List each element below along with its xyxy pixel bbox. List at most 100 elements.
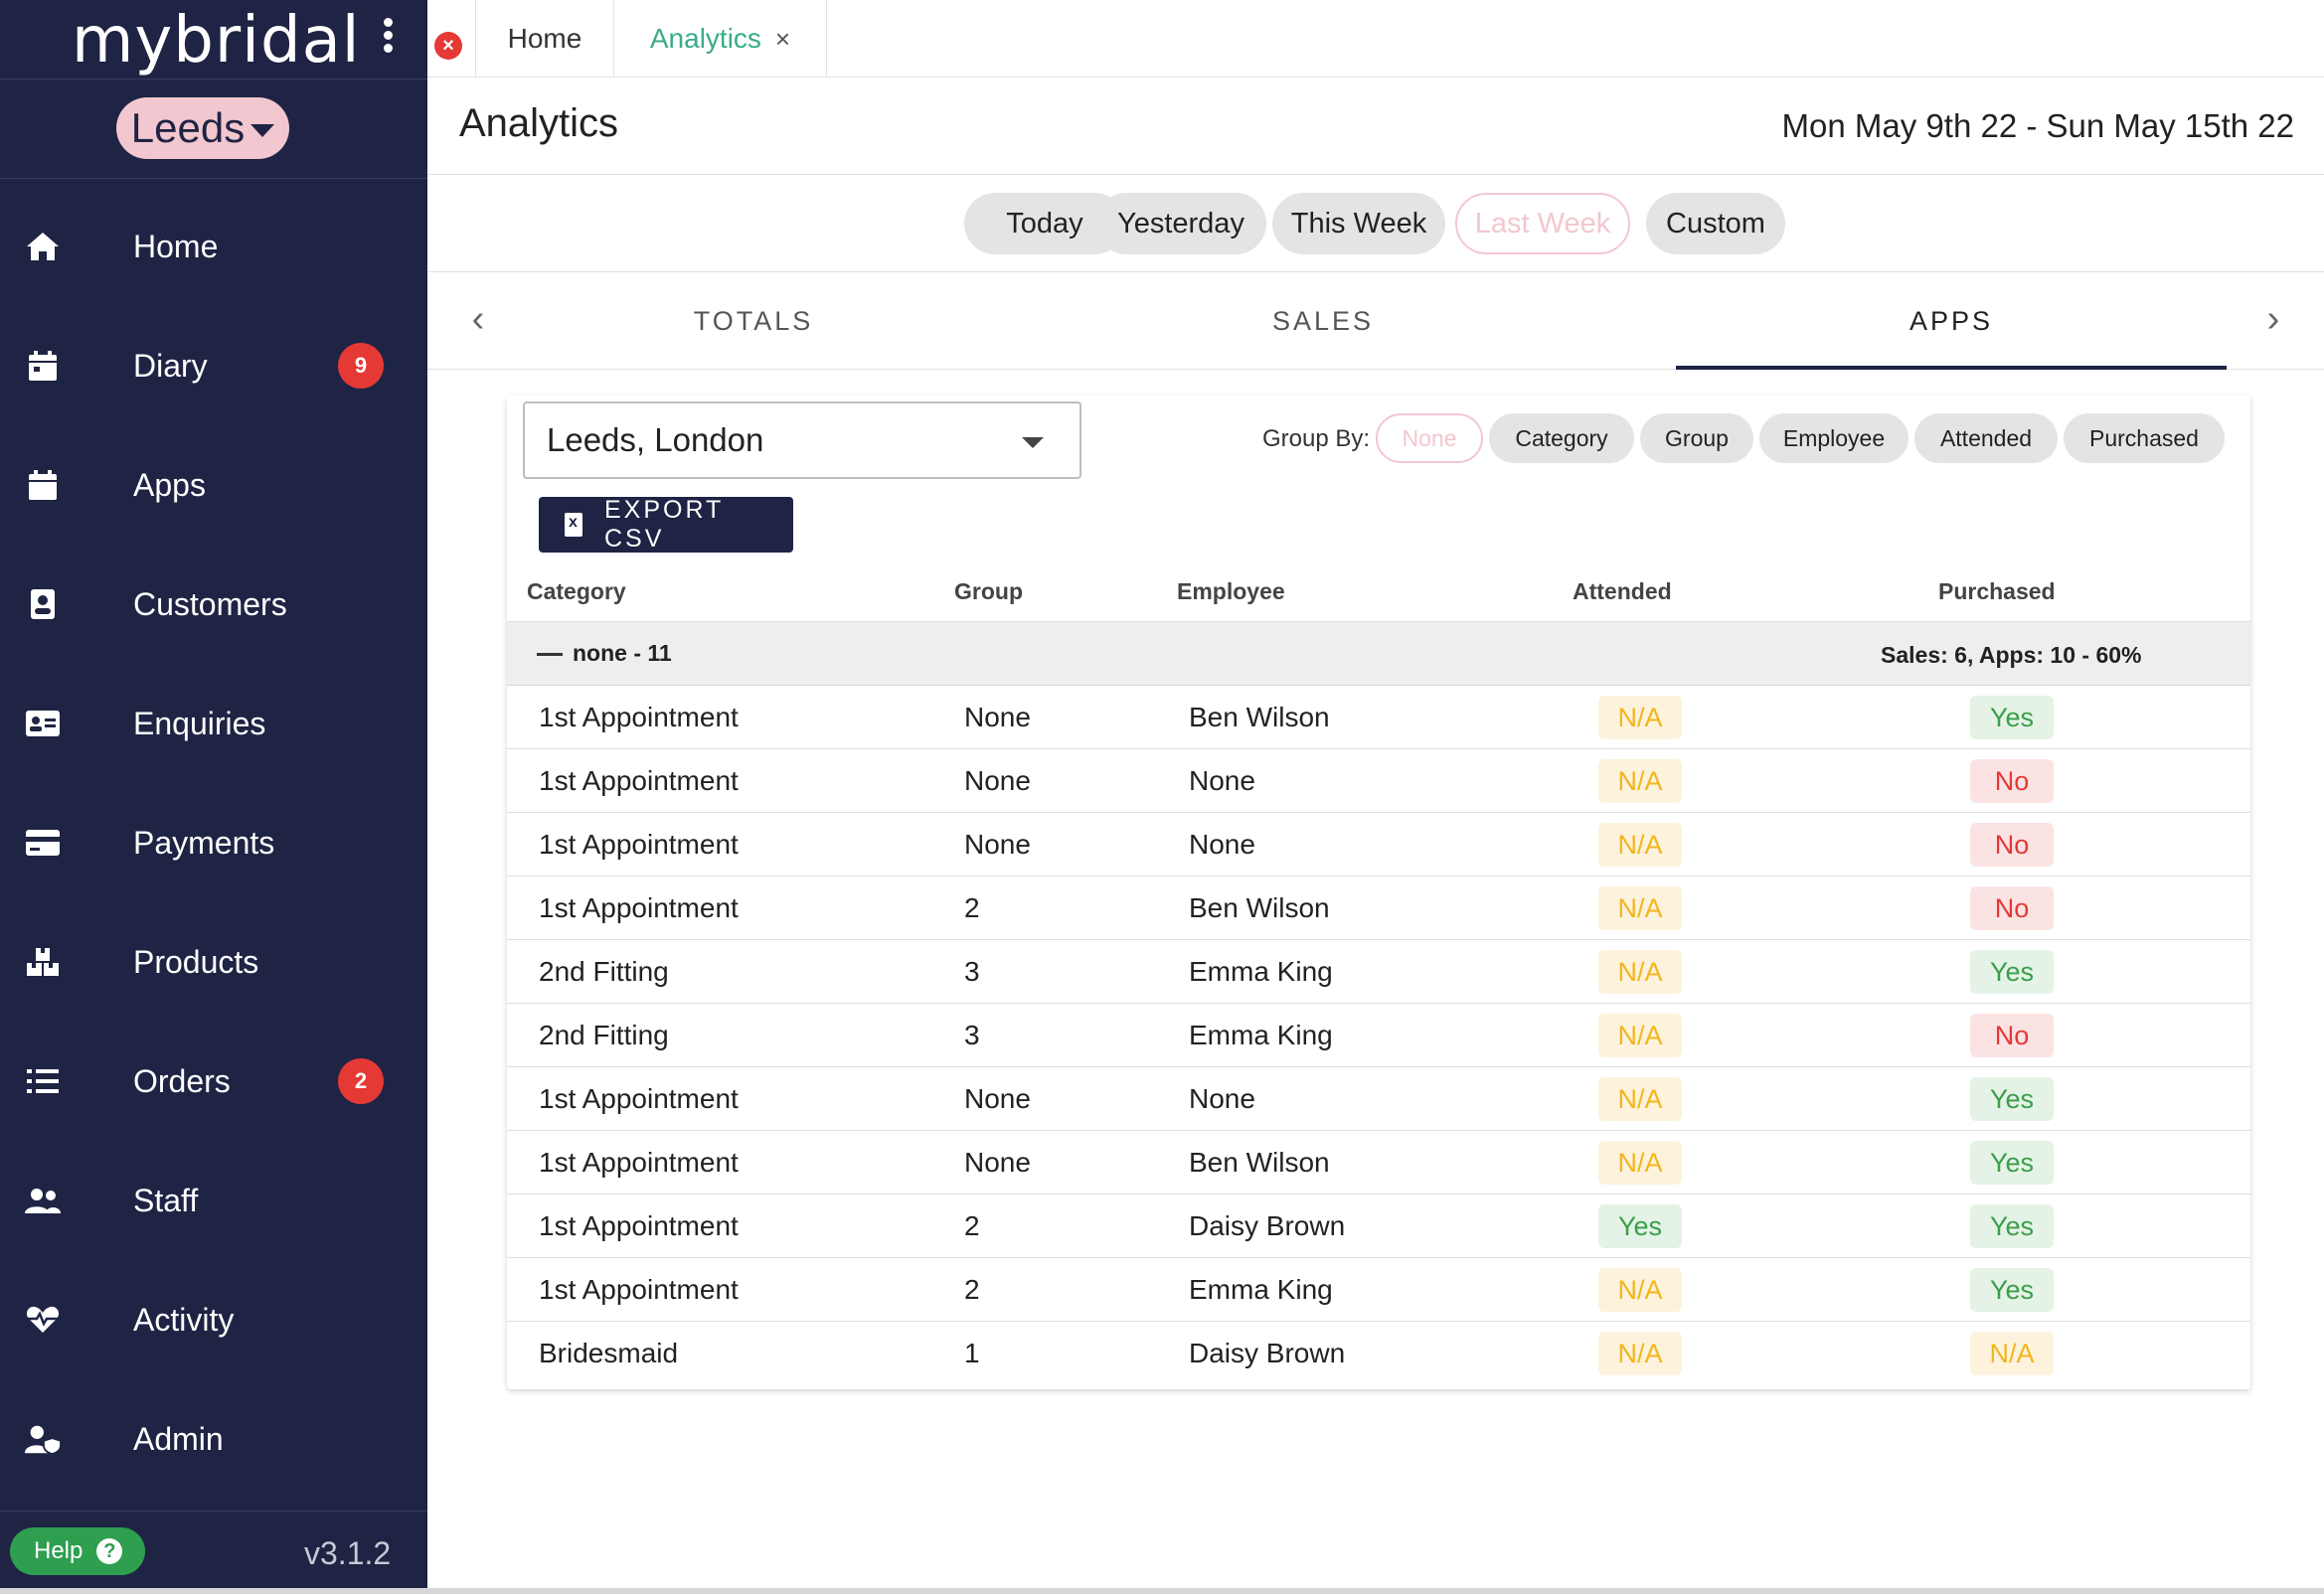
table-row[interactable]: 1st Appointment None None N/A Yes (507, 1067, 2250, 1131)
tab-apps[interactable]: APPS (1909, 305, 1994, 336)
group-by-category-chip[interactable]: Category (1489, 413, 1634, 463)
users-icon (24, 1182, 62, 1219)
attended-status-badge: N/A (1598, 823, 1682, 867)
table-row[interactable]: 2nd Fitting 3 Emma King N/A Yes (507, 940, 2250, 1004)
sidebar-item-apps[interactable]: Apps (0, 425, 427, 545)
purchased-status-badge: Yes (1970, 1268, 2054, 1312)
attended-status-badge: N/A (1598, 1014, 1682, 1057)
range-custom-button[interactable]: Custom (1646, 193, 1785, 254)
purchased-status-badge: Yes (1970, 1141, 2054, 1185)
column-header-attended[interactable]: Attended (1573, 578, 1672, 604)
location-select[interactable]: Leeds, London (523, 401, 1081, 479)
calendar-icon (24, 347, 62, 385)
column-header-group[interactable]: Group (954, 578, 1023, 604)
cell-group: 2 (964, 1274, 980, 1305)
cell-group: 2 (964, 1210, 980, 1241)
attended-status-badge: N/A (1598, 759, 1682, 803)
table-body: 1st Appointment None Ben Wilson N/A Yes 1st A… (507, 686, 2250, 1385)
column-header-purchased[interactable]: Purchased (1938, 578, 2056, 604)
cell-group: 2 (964, 892, 980, 923)
heartbeat-icon (24, 1301, 62, 1339)
sidebar-item-orders[interactable]: Orders 2 (0, 1022, 427, 1141)
apps-report-card: Leeds, London EXPORT CSV Group By: None … (507, 396, 2250, 1389)
brand-logo[interactable]: mybridal (72, 4, 361, 78)
caret-down-icon (250, 123, 275, 137)
table-row[interactable]: Bridesmaid 1 Daisy Brown N/A N/A (507, 1322, 2250, 1385)
purchased-status-badge: Yes (1970, 950, 2054, 994)
purchased-status-badge: Yes (1970, 696, 2054, 739)
attended-status-badge: N/A (1598, 1268, 1682, 1312)
tab-analytics[interactable]: Analytics × (614, 0, 827, 78)
store-selector[interactable]: Leeds (116, 97, 289, 159)
cell-category: 1st Appointment (539, 1210, 739, 1241)
credit-card-icon (24, 824, 62, 862)
window-bottom-edge (0, 1588, 2324, 1594)
export-csv-button[interactable]: EXPORT CSV (539, 496, 793, 553)
tab-sales[interactable]: SALES (1271, 305, 1375, 336)
purchased-status-badge: Yes (1970, 1077, 2054, 1121)
store-selector-label: Leeds (130, 104, 246, 151)
chevron-right-icon[interactable]: › (2266, 298, 2280, 340)
location-select-value: Leeds, London (547, 421, 764, 458)
table-row[interactable]: 1st Appointment 2 Daisy Brown Yes Yes (507, 1195, 2250, 1258)
table-row[interactable]: 1st Appointment None Ben Wilson N/A Yes (507, 1131, 2250, 1195)
sidebar-item-admin[interactable]: Admin (0, 1379, 427, 1499)
sidebar-item-products[interactable]: Products (0, 902, 427, 1022)
cell-category: 1st Appointment (539, 1274, 739, 1305)
table-row[interactable]: 1st Appointment None None N/A No (507, 813, 2250, 877)
purchased-status-badge: No (1970, 886, 2054, 930)
cell-employee: Emma King (1189, 1274, 1333, 1305)
export-csv-label: EXPORT CSV (603, 496, 724, 553)
range-last-week-button[interactable]: Last Week (1455, 193, 1630, 254)
sidebar-item-label: Payments (133, 824, 275, 861)
group-by-attended-chip[interactable]: Attended (1914, 413, 2058, 463)
sidebar-item-diary[interactable]: Diary 9 (0, 306, 427, 425)
group-by-employee-chip[interactable]: Employee (1759, 413, 1909, 463)
close-all-tabs-icon[interactable]: × (434, 32, 462, 60)
attended-status-badge: N/A (1598, 1141, 1682, 1185)
cell-employee: Emma King (1189, 1020, 1333, 1050)
group-by-none-chip[interactable]: None (1376, 413, 1483, 463)
table-row[interactable]: 2nd Fitting 3 Emma King N/A No (507, 1004, 2250, 1067)
sidebar-item-staff[interactable]: Staff (0, 1141, 427, 1260)
question-circle-icon: ? (96, 1538, 123, 1564)
more-vertical-icon[interactable] (380, 18, 396, 58)
column-header-category[interactable]: Category (527, 578, 626, 604)
range-this-week-button[interactable]: This Week (1272, 193, 1445, 254)
cell-group: None (964, 765, 1031, 796)
range-yesterday-button[interactable]: Yesterday (1095, 193, 1266, 254)
group-row[interactable]: none - 11 Sales: 6, Apps: 10 - 60% (507, 622, 2250, 686)
table-row[interactable]: 1st Appointment 2 Ben Wilson N/A No (507, 877, 2250, 940)
group-by-group-chip[interactable]: Group (1640, 413, 1753, 463)
collapse-icon[interactable] (537, 653, 563, 656)
boxes-icon (24, 943, 62, 981)
help-button[interactable]: Help ? (10, 1527, 145, 1575)
group-by-purchased-chip[interactable]: Purchased (2064, 413, 2225, 463)
sidebar-item-customers[interactable]: Customers (0, 545, 427, 664)
table-row[interactable]: 1st Appointment None Ben Wilson N/A Yes (507, 686, 2250, 749)
cell-employee: Ben Wilson (1189, 1147, 1330, 1178)
sidebar-item-payments[interactable]: Payments (0, 783, 427, 902)
attended-status-badge: N/A (1598, 886, 1682, 930)
caret-down-icon (1022, 437, 1044, 448)
sidebar-item-home[interactable]: Home (0, 187, 427, 306)
chevron-left-icon[interactable]: ‹ (471, 298, 485, 340)
sidebar-item-enquiries[interactable]: Enquiries (0, 664, 427, 783)
tab-home[interactable]: Home (475, 0, 614, 78)
sidebar-item-label: Staff (133, 1182, 199, 1218)
table-row[interactable]: 1st Appointment 2 Emma King N/A Yes (507, 1258, 2250, 1322)
id-card-icon (24, 705, 62, 742)
cell-category: Bridesmaid (539, 1338, 679, 1368)
help-button-label: Help (34, 1537, 83, 1564)
sidebar-nav: Home Diary 9 Apps Customers Enquiries (0, 187, 427, 1499)
close-tab-icon[interactable]: × (774, 23, 791, 54)
column-header-employee[interactable]: Employee (1177, 578, 1285, 604)
group-row-label: none - 11 (573, 640, 672, 666)
cell-category: 1st Appointment (539, 1083, 739, 1114)
tab-totals[interactable]: TOTALS (693, 305, 814, 336)
table-row[interactable]: 1st Appointment None None N/A No (507, 749, 2250, 813)
sidebar-item-activity[interactable]: Activity (0, 1260, 427, 1379)
page-title: Analytics (459, 101, 619, 145)
date-range: Mon May 9th 22 - Sun May 15th 22 (1781, 107, 2294, 144)
purchased-status-badge: No (1970, 1014, 2054, 1057)
